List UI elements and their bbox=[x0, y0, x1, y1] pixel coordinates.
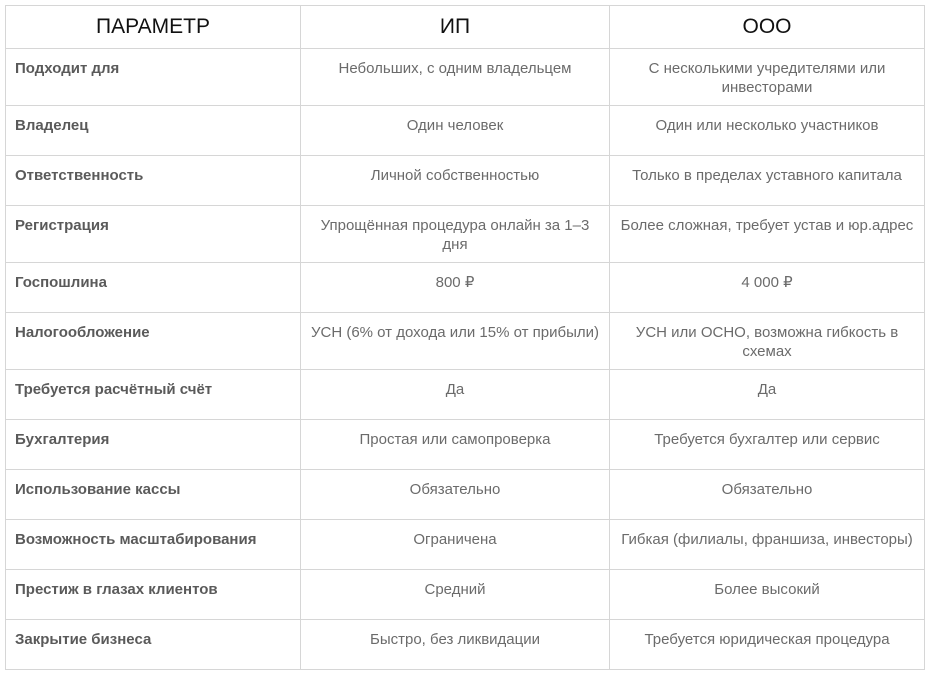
param-cell: Престиж в глазах клиентов bbox=[5, 569, 301, 620]
table-row: Госпошлина 800 ₽ 4 000 ₽ bbox=[5, 262, 925, 313]
ooo-cell: С несколькими учредителями или инвестора… bbox=[609, 48, 925, 106]
ooo-cell: 4 000 ₽ bbox=[609, 262, 925, 313]
ip-cell: Ограничена bbox=[300, 519, 610, 570]
ip-cell: Простая или самопроверка bbox=[300, 419, 610, 470]
table-row: Налогообложение УСН (6% от дохода или 15… bbox=[5, 312, 925, 370]
ooo-cell: Один или несколько участников bbox=[609, 105, 925, 156]
ip-cell: 800 ₽ bbox=[300, 262, 610, 313]
table-row: Бухгалтерия Простая или самопроверка Тре… bbox=[5, 419, 925, 470]
param-cell: Регистрация bbox=[5, 205, 301, 263]
table-row: Возможность масштабирования Ограничена Г… bbox=[5, 519, 925, 570]
ooo-cell: Требуется бухгалтер или сервис bbox=[609, 419, 925, 470]
param-cell: Подходит для bbox=[5, 48, 301, 106]
param-cell: Бухгалтерия bbox=[5, 419, 301, 470]
table-row: Ответственность Личной собственностью То… bbox=[5, 155, 925, 206]
header-row: ПАРАМЕТР ИП ООО bbox=[5, 5, 925, 49]
header-ip: ИП bbox=[300, 5, 610, 49]
ip-cell: Упрощённая процедура онлайн за 1–3 дня bbox=[300, 205, 610, 263]
param-cell: Требуется расчётный счёт bbox=[5, 369, 301, 420]
table-row: Использование кассы Обязательно Обязател… bbox=[5, 469, 925, 520]
table-row: Закрытие бизнеса Быстро, без ликвидации … bbox=[5, 619, 925, 670]
ip-cell: УСН (6% от дохода или 15% от прибыли) bbox=[300, 312, 610, 370]
param-cell: Ответственность bbox=[5, 155, 301, 206]
param-cell: Использование кассы bbox=[5, 469, 301, 520]
param-cell: Госпошлина bbox=[5, 262, 301, 313]
ip-cell: Обязательно bbox=[300, 469, 610, 520]
header-ooo: ООО bbox=[609, 5, 925, 49]
ip-cell: Небольших, с одним владельцем bbox=[300, 48, 610, 106]
table-row: Регистрация Упрощённая процедура онлайн … bbox=[5, 205, 925, 263]
table-row: Подходит для Небольших, с одним владельц… bbox=[5, 48, 925, 106]
ooo-cell: УСН или ОСНО, возможна гибкость в схемах bbox=[609, 312, 925, 370]
param-cell: Владелец bbox=[5, 105, 301, 156]
table-row: Престиж в глазах клиентов Средний Более … bbox=[5, 569, 925, 620]
ooo-cell: Да bbox=[609, 369, 925, 420]
ooo-cell: Более высокий bbox=[609, 569, 925, 620]
param-cell: Возможность масштабирования bbox=[5, 519, 301, 570]
ip-cell: Быстро, без ликвидации bbox=[300, 619, 610, 670]
param-cell: Налогообложение bbox=[5, 312, 301, 370]
param-cell: Закрытие бизнеса bbox=[5, 619, 301, 670]
comparison-table-container: ПАРАМЕТР ИП ООО Подходит для Небольших, … bbox=[5, 5, 925, 670]
ip-cell: Средний bbox=[300, 569, 610, 620]
comparison-table: ПАРАМЕТР ИП ООО Подходит для Небольших, … bbox=[5, 5, 925, 670]
table-row: Владелец Один человек Один или несколько… bbox=[5, 105, 925, 156]
ooo-cell: Требуется юридическая процедура bbox=[609, 619, 925, 670]
ip-cell: Да bbox=[300, 369, 610, 420]
ooo-cell: Обязательно bbox=[609, 469, 925, 520]
ip-cell: Один человек bbox=[300, 105, 610, 156]
header-param: ПАРАМЕТР bbox=[5, 5, 301, 49]
ooo-cell: Более сложная, требует устав и юр.адрес bbox=[609, 205, 925, 263]
ooo-cell: Гибкая (филиалы, франшиза, инвесторы) bbox=[609, 519, 925, 570]
ooo-cell: Только в пределах уставного капитала bbox=[609, 155, 925, 206]
ip-cell: Личной собственностью bbox=[300, 155, 610, 206]
table-row: Требуется расчётный счёт Да Да bbox=[5, 369, 925, 420]
